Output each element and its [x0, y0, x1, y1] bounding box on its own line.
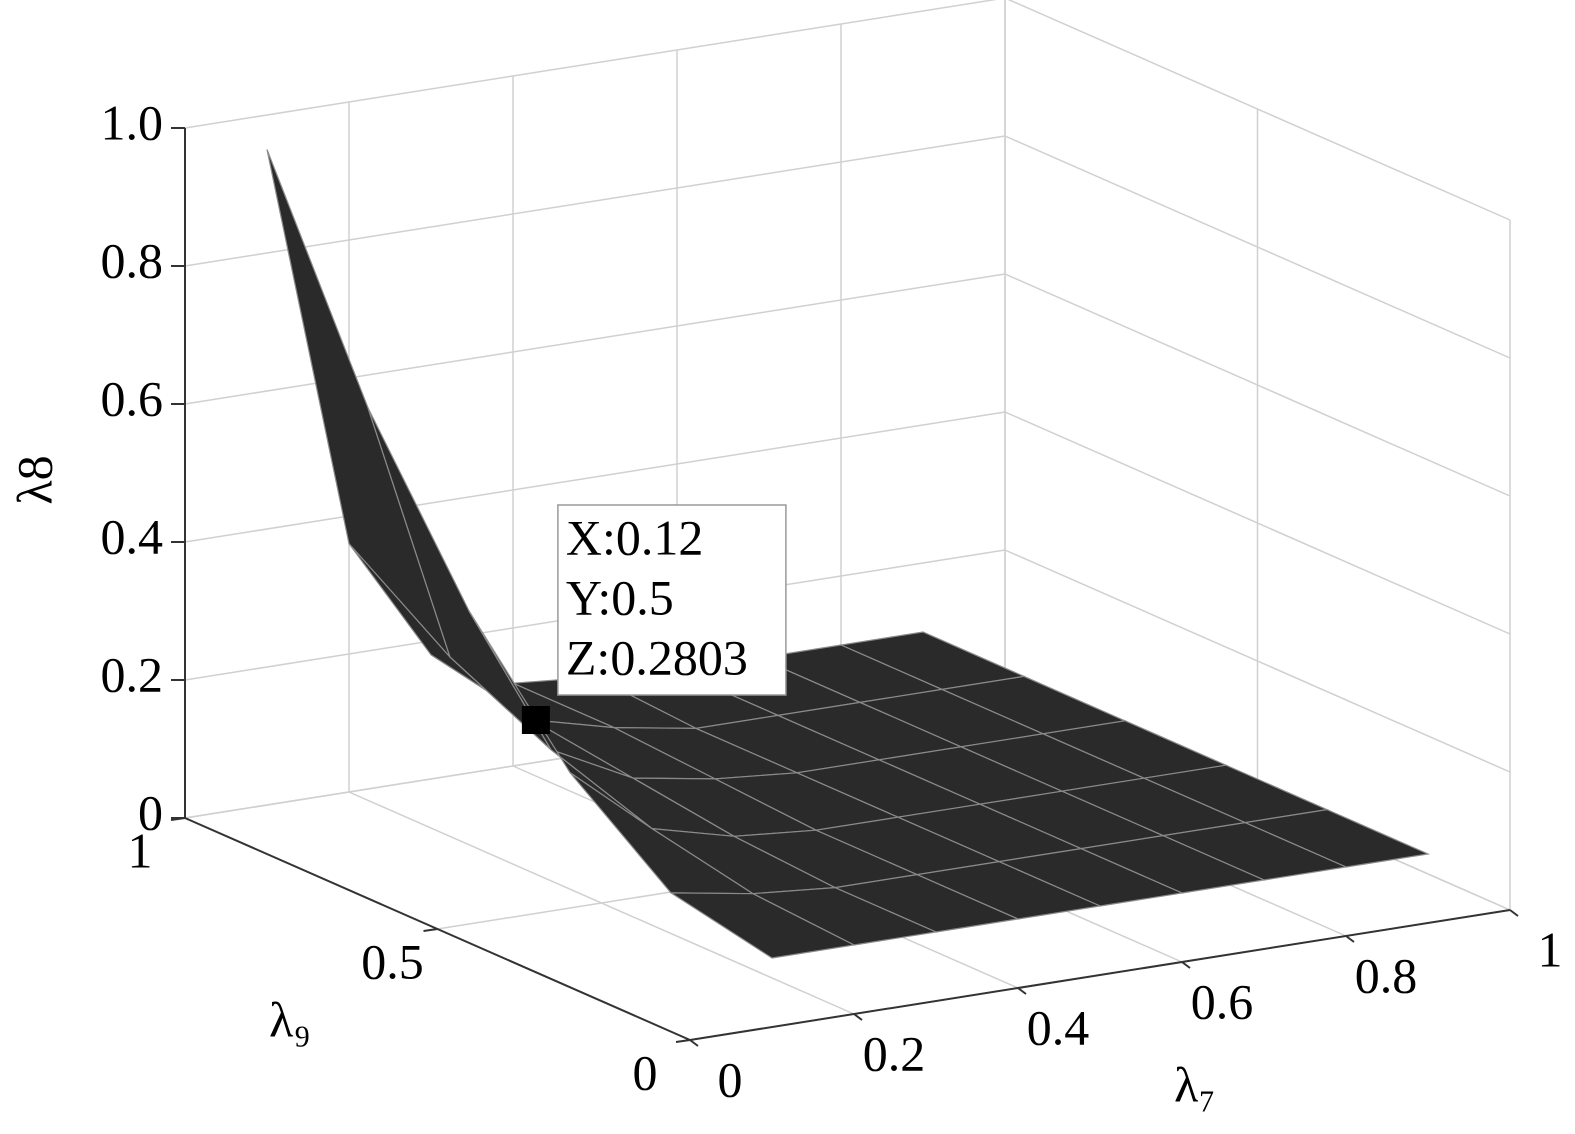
z-tick-label: 0.2 — [101, 646, 164, 702]
x-tick-label: 0.8 — [1355, 947, 1418, 1003]
x-tick-label: 0.2 — [863, 1025, 926, 1081]
x-tick — [1509, 909, 1519, 917]
z-axis-label: λ8 — [6, 455, 62, 504]
datatip-label: Z:0.2803 — [566, 629, 748, 685]
y-axis-label: λ₉ — [269, 991, 311, 1047]
x-axis — [689, 909, 1511, 1041]
x-tick — [689, 1039, 699, 1047]
z-tick-label: 0.8 — [101, 232, 164, 288]
x-tick-label: 0.6 — [1191, 973, 1254, 1029]
x-tick — [1017, 987, 1027, 995]
y-tick — [170, 817, 186, 821]
x-tick — [1345, 935, 1355, 943]
x-axis-label: λ₇ — [1174, 1056, 1216, 1112]
surface-patch — [266, 149, 451, 658]
x-tick — [853, 1013, 863, 1021]
y-tick — [675, 1039, 691, 1043]
datatip-box — [557, 504, 787, 696]
datatip-marker — [521, 705, 550, 734]
datatip-label: Y:0.5 — [566, 569, 674, 625]
grid-line — [184, 135, 1006, 267]
z-tick-label: 0 — [138, 784, 163, 840]
grid-line — [184, 411, 1006, 543]
y-tick-label: 0.5 — [361, 933, 424, 989]
z-tick-label: 0.4 — [101, 508, 164, 564]
x-tick-label: 0.4 — [1027, 999, 1090, 1055]
y-tick-label: 1 — [128, 822, 153, 878]
z-tick-label: 0.6 — [101, 370, 164, 426]
z-tick-label: 1.0 — [101, 94, 164, 150]
y-tick — [423, 928, 438, 932]
x-tick-label: 1 — [1538, 921, 1563, 977]
x-tick — [1181, 961, 1191, 969]
y-tick-label: 0 — [633, 1044, 658, 1100]
surface-patch — [668, 892, 856, 959]
x-tick-label: 0 — [718, 1051, 743, 1107]
grid-line — [184, 0, 998, 129]
datatip-label: X:0.12 — [566, 509, 704, 565]
